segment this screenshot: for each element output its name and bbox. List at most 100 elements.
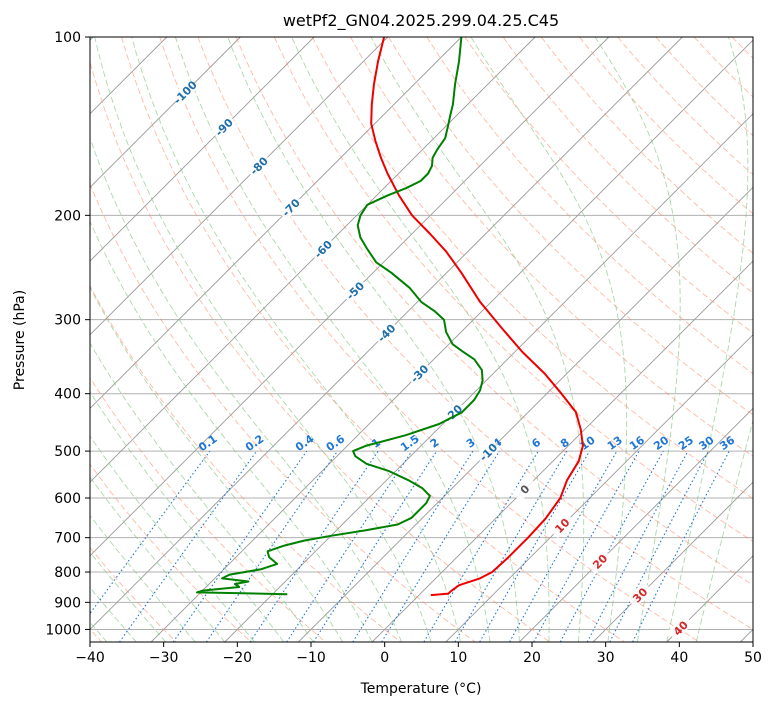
x-tick-label: 40 (670, 650, 688, 666)
moist-adiabat-line (291, 37, 550, 642)
dry-adiabat-line (90, 463, 252, 642)
isotherm-label-bg (474, 438, 502, 465)
dry-adiabat-line (617, 37, 753, 176)
dry-adiabat-line (90, 183, 476, 642)
mixing-ratio-label: 6 (529, 435, 543, 450)
isotherm-line (592, 481, 753, 642)
isotherm-label-bg (586, 548, 613, 575)
profile-lines (196, 37, 584, 597)
moist-adiabat-line (90, 391, 285, 642)
background-lines (90, 37, 775, 642)
mixing-ratio-line (381, 450, 500, 642)
x-tick-label: −20 (223, 650, 253, 666)
y-tick-label: 500 (54, 444, 81, 460)
plot-frame (89, 36, 754, 643)
mixing-ratio-line (423, 450, 539, 642)
isotherm-line (445, 334, 753, 642)
mixing-ratio-line (172, 450, 308, 642)
isotherm-label-bg (667, 614, 694, 641)
isotherm-label-bg (406, 360, 433, 387)
isotherm-label-bg (210, 113, 237, 140)
mixing-ratio-line (313, 450, 438, 642)
moist-adiabat-line (370, 37, 585, 642)
mixing-ratio-label: 36 (717, 433, 737, 453)
isotherm-label-bg (341, 277, 368, 304)
moist-adiabat-line (94, 37, 432, 642)
mixing-ratio-label: 3 (464, 436, 478, 451)
y-tick-label: 300 (54, 313, 81, 329)
dry-adiabat-line (197, 37, 753, 630)
moist-adiabat-line (470, 37, 628, 642)
moist-adiabat-line (90, 435, 255, 642)
mixing-ratio-label: 13 (605, 433, 625, 452)
mixing-ratio-label: 16 (627, 433, 647, 453)
mixing-ratio-line (632, 450, 730, 642)
isotherm-line (224, 113, 753, 642)
dry-adiabat-line (235, 37, 753, 586)
x-axis: −40 −30 −20 −10 0 10 20 30 40 50 (75, 642, 762, 666)
isotherm-line (90, 37, 315, 262)
x-tick-label: 30 (597, 650, 615, 666)
moist-adiabat-line (90, 551, 167, 642)
isotherm-line (666, 555, 753, 642)
isotherm-label-bg (511, 475, 538, 503)
moist-adiabat-line (666, 37, 749, 642)
y-tick-label: 100 (54, 30, 81, 46)
mixing-ratio-line (286, 450, 413, 642)
isotherm-line (298, 186, 753, 642)
y-tick-label: 1000 (45, 622, 81, 638)
x-tick-label: 0 (380, 650, 389, 666)
mixing-ratio-line (352, 450, 474, 642)
isotherm-label-bg (171, 78, 198, 106)
y-tick-label: 600 (54, 491, 81, 507)
dry-adiabat-line (464, 37, 753, 334)
mixing-ratio-line (205, 450, 338, 642)
dry-adiabat-line (159, 37, 700, 642)
dry-adiabat-line (426, 37, 753, 375)
dry-adiabat-line (579, 37, 753, 215)
y-tick-label: 800 (54, 565, 81, 581)
moist-adiabat-line (90, 514, 196, 642)
x-tick-label: −30 (149, 650, 179, 666)
isotherm-line (90, 37, 462, 410)
mixing-ratio-label: 2 (428, 436, 442, 451)
mixing-ratio-line (509, 450, 618, 642)
isotherm-label-bg (277, 194, 304, 221)
dry-adiabat-line (770, 37, 775, 642)
isotherm-line (150, 39, 753, 642)
moist-adiabat-line (90, 586, 137, 642)
y-axis: 100 200 300 400 500 600 700 800 900 1000 (45, 30, 90, 638)
y-tick-label: 200 (54, 208, 81, 224)
moist-adiabat-line (90, 136, 403, 642)
isotherm-line (740, 628, 753, 642)
dry-adiabat-line (90, 284, 401, 642)
temperature-profile-line (370, 37, 584, 597)
x-tick-label: 50 (744, 650, 762, 666)
isotherm-label-bg (309, 235, 336, 262)
mixing-ratio-label: 30 (696, 433, 716, 453)
isotherm-line (90, 37, 610, 557)
dewpoint-profile-line (196, 37, 484, 596)
isotherm-label-bg (548, 512, 575, 539)
isotherm-line (371, 260, 753, 642)
moist-adiabat-line (90, 476, 226, 642)
mixing-ratio-line (119, 450, 258, 642)
isotherm-label-bg (626, 581, 653, 608)
moist-adiabat-line (227, 37, 520, 642)
mixing-ratio-label: 8 (558, 436, 572, 451)
moist-adiabat-line (90, 342, 314, 642)
dry-adiabat-line (541, 37, 753, 254)
mixing-ratio-line (533, 450, 640, 642)
moist-adiabat-line (90, 286, 343, 642)
dry-adiabat-line (693, 37, 753, 98)
isotherm-label-bg (372, 319, 400, 346)
dry-adiabat-line (502, 37, 753, 294)
moist-adiabat-line (131, 37, 461, 642)
dry-adiabat-line (90, 60, 551, 642)
isotherm-line (519, 407, 753, 642)
isotherm-line (90, 37, 389, 336)
moist-adiabat-line (174, 37, 491, 642)
dry-adiabat-line (350, 37, 753, 457)
y-tick-label: 400 (54, 387, 81, 403)
